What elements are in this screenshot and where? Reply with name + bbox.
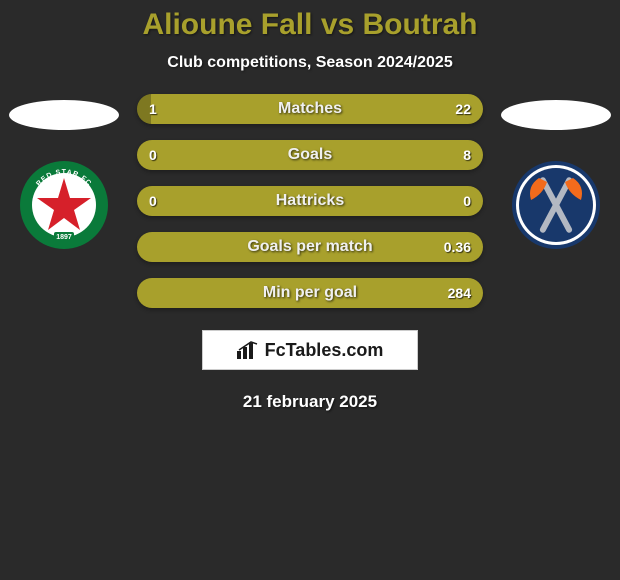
stat-label: Min per goal — [137, 278, 483, 308]
tappara-badge-icon — [511, 160, 601, 250]
right-player-avatar-placeholder — [501, 100, 611, 130]
stat-right-value: 8 — [463, 140, 471, 170]
stat-bar: 0Goals8 — [137, 140, 483, 170]
stat-label: Hattricks — [137, 186, 483, 216]
brand-text: FcTables.com — [265, 340, 384, 361]
subtitle: Club competitions, Season 2024/2025 — [0, 54, 620, 72]
right-player-col — [501, 100, 611, 250]
stat-right-value: 0.36 — [444, 232, 471, 262]
stat-bar: Min per goal284 — [137, 278, 483, 308]
left-player-col: RED STAR FC 1897 — [9, 100, 119, 250]
stat-bar: 0Hattricks0 — [137, 186, 483, 216]
right-club-badge — [511, 160, 601, 250]
stat-right-value: 22 — [455, 94, 471, 124]
comparison-card: Alioune Fall vs Boutrah Club competition… — [0, 0, 620, 412]
stat-label: Goals per match — [137, 232, 483, 262]
main-row: RED STAR FC 1897 1Matches220Goals80Hattr… — [0, 100, 620, 308]
stat-right-value: 284 — [448, 278, 471, 308]
stats-bars: 1Matches220Goals80Hattricks0Goals per ma… — [137, 94, 483, 308]
stat-bar: Goals per match0.36 — [137, 232, 483, 262]
bar-chart-icon — [237, 341, 259, 359]
redstar-badge-icon: RED STAR FC 1897 — [19, 160, 109, 250]
left-club-badge: RED STAR FC 1897 — [19, 160, 109, 250]
brand-box[interactable]: FcTables.com — [202, 330, 418, 370]
svg-text:1897: 1897 — [56, 234, 72, 241]
stat-label: Goals — [137, 140, 483, 170]
page-title: Alioune Fall vs Boutrah — [0, 8, 620, 42]
left-player-avatar-placeholder — [9, 100, 119, 130]
date-text: 21 february 2025 — [0, 392, 620, 412]
stat-right-value: 0 — [463, 186, 471, 216]
stat-bar: 1Matches22 — [137, 94, 483, 124]
stat-label: Matches — [137, 94, 483, 124]
